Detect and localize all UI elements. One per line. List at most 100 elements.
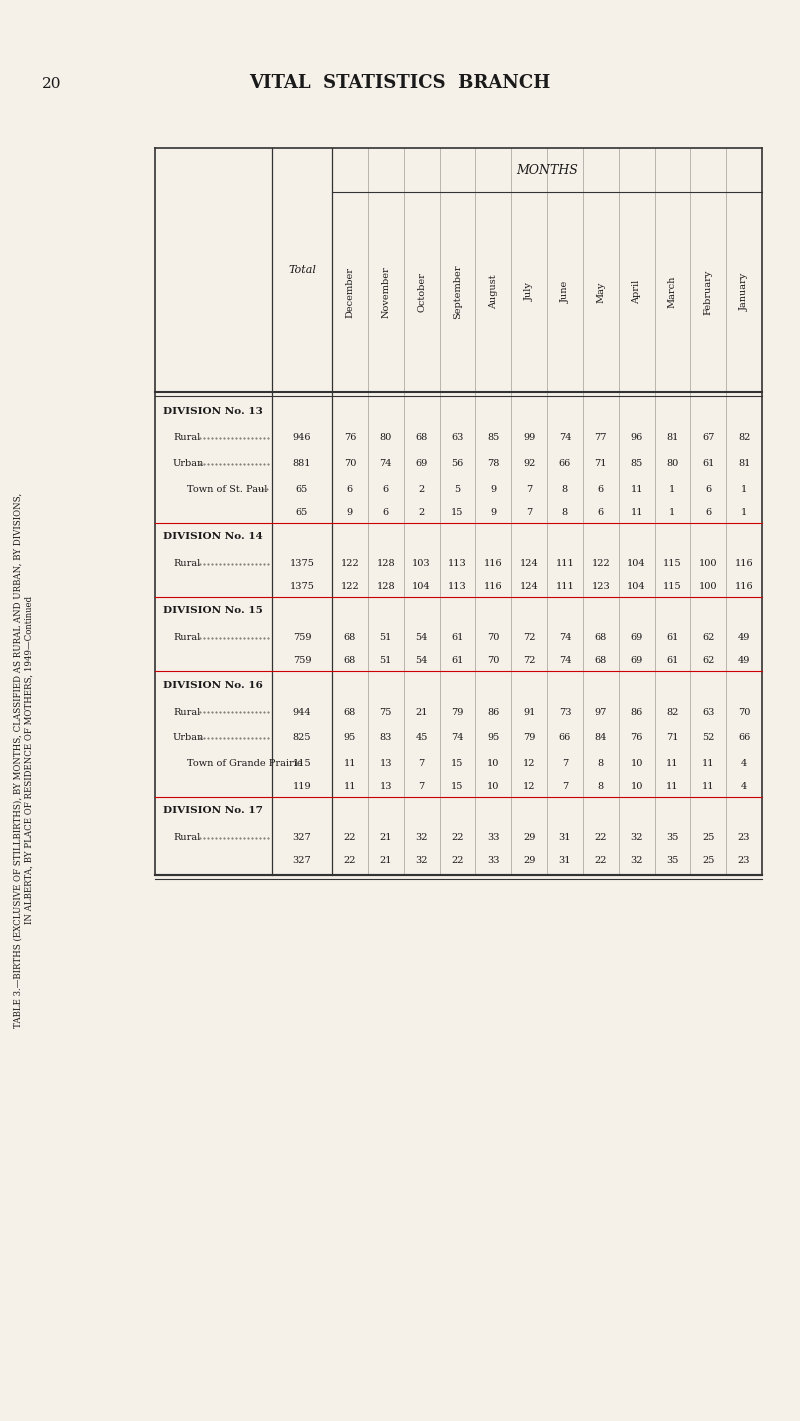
Text: 92: 92 bbox=[523, 459, 535, 468]
Text: 74: 74 bbox=[558, 634, 571, 642]
Text: 104: 104 bbox=[412, 583, 431, 591]
Text: 79: 79 bbox=[451, 708, 464, 716]
Text: 6: 6 bbox=[382, 485, 389, 493]
Text: 85: 85 bbox=[630, 459, 642, 468]
Text: 1375: 1375 bbox=[290, 583, 314, 591]
Text: 61: 61 bbox=[702, 459, 714, 468]
Text: 71: 71 bbox=[666, 733, 678, 742]
Text: 122: 122 bbox=[341, 583, 359, 591]
Text: 51: 51 bbox=[379, 657, 392, 665]
Text: 74: 74 bbox=[379, 459, 392, 468]
Text: 15: 15 bbox=[451, 507, 464, 517]
Text: 119: 119 bbox=[293, 782, 311, 791]
Text: 116: 116 bbox=[484, 558, 502, 568]
Text: 12: 12 bbox=[523, 759, 535, 767]
Text: 99: 99 bbox=[523, 433, 535, 442]
Text: 7: 7 bbox=[562, 782, 568, 791]
Text: 327: 327 bbox=[293, 833, 311, 843]
Text: 35: 35 bbox=[666, 833, 678, 843]
Text: 115: 115 bbox=[663, 583, 682, 591]
Text: 7: 7 bbox=[526, 485, 532, 493]
Text: December: December bbox=[346, 267, 354, 317]
Text: 22: 22 bbox=[594, 833, 607, 843]
Text: Rural: Rural bbox=[173, 558, 200, 568]
Text: Urban: Urban bbox=[173, 459, 204, 468]
Text: 51: 51 bbox=[379, 634, 392, 642]
Text: 66: 66 bbox=[558, 733, 571, 742]
Text: 23: 23 bbox=[738, 833, 750, 843]
Text: 61: 61 bbox=[666, 634, 678, 642]
Text: 69: 69 bbox=[630, 634, 642, 642]
Text: 70: 70 bbox=[344, 459, 356, 468]
Text: 759: 759 bbox=[293, 634, 311, 642]
Text: 4: 4 bbox=[741, 782, 747, 791]
Text: 95: 95 bbox=[344, 733, 356, 742]
Text: 759: 759 bbox=[293, 657, 311, 665]
Text: 8: 8 bbox=[598, 759, 604, 767]
Text: 11: 11 bbox=[630, 485, 643, 493]
Text: 74: 74 bbox=[558, 657, 571, 665]
Text: 20: 20 bbox=[42, 77, 62, 91]
Text: 81: 81 bbox=[738, 459, 750, 468]
Text: 6: 6 bbox=[598, 485, 604, 493]
Text: 10: 10 bbox=[630, 782, 642, 791]
Text: 111: 111 bbox=[555, 558, 574, 568]
Text: 91: 91 bbox=[523, 708, 535, 716]
Text: 1: 1 bbox=[670, 507, 675, 517]
Text: 78: 78 bbox=[487, 459, 499, 468]
Text: 128: 128 bbox=[377, 558, 395, 568]
Text: 122: 122 bbox=[341, 558, 359, 568]
Text: 66: 66 bbox=[558, 459, 571, 468]
Text: 1375: 1375 bbox=[290, 558, 314, 568]
Text: 61: 61 bbox=[451, 634, 464, 642]
Text: 10: 10 bbox=[630, 759, 642, 767]
Text: 96: 96 bbox=[630, 433, 642, 442]
Text: 73: 73 bbox=[558, 708, 571, 716]
Text: 6: 6 bbox=[347, 485, 353, 493]
Text: Town of St. Paul: Town of St. Paul bbox=[187, 485, 267, 493]
Text: 67: 67 bbox=[702, 433, 714, 442]
Text: 54: 54 bbox=[415, 657, 428, 665]
Text: 49: 49 bbox=[738, 634, 750, 642]
Text: 62: 62 bbox=[702, 634, 714, 642]
Text: 5: 5 bbox=[454, 485, 461, 493]
Text: 86: 86 bbox=[630, 708, 642, 716]
Text: 100: 100 bbox=[699, 583, 718, 591]
Text: 72: 72 bbox=[523, 634, 535, 642]
Text: 122: 122 bbox=[591, 558, 610, 568]
Text: 8: 8 bbox=[598, 782, 604, 791]
Text: Rural: Rural bbox=[173, 433, 200, 442]
Text: 8: 8 bbox=[562, 507, 568, 517]
Text: DIVISION No. 13: DIVISION No. 13 bbox=[163, 406, 262, 415]
Text: 13: 13 bbox=[379, 759, 392, 767]
Text: 25: 25 bbox=[702, 833, 714, 843]
Text: 11: 11 bbox=[702, 759, 714, 767]
Text: 104: 104 bbox=[627, 558, 646, 568]
Text: 63: 63 bbox=[451, 433, 464, 442]
Text: 116: 116 bbox=[734, 558, 754, 568]
Text: 65: 65 bbox=[296, 507, 308, 517]
Text: 70: 70 bbox=[487, 657, 499, 665]
Text: 327: 327 bbox=[293, 857, 311, 865]
Text: 77: 77 bbox=[594, 433, 607, 442]
Text: Town of Grande Prairie: Town of Grande Prairie bbox=[187, 759, 302, 767]
Text: 9: 9 bbox=[490, 507, 496, 517]
Text: 33: 33 bbox=[487, 857, 499, 865]
Text: 128: 128 bbox=[377, 583, 395, 591]
Text: 22: 22 bbox=[344, 833, 356, 843]
Text: 15: 15 bbox=[451, 782, 464, 791]
Text: 76: 76 bbox=[344, 433, 356, 442]
Text: 32: 32 bbox=[630, 833, 643, 843]
Text: 11: 11 bbox=[630, 507, 643, 517]
Text: July: July bbox=[525, 283, 534, 301]
Text: February: February bbox=[704, 270, 713, 314]
Text: September: September bbox=[453, 264, 462, 320]
Text: 29: 29 bbox=[523, 857, 535, 865]
Text: DIVISION No. 17: DIVISION No. 17 bbox=[163, 806, 263, 816]
Text: 4: 4 bbox=[741, 759, 747, 767]
Text: 56: 56 bbox=[451, 459, 463, 468]
Text: 68: 68 bbox=[415, 433, 428, 442]
Text: 1: 1 bbox=[741, 485, 747, 493]
Text: 31: 31 bbox=[558, 857, 571, 865]
Text: 2: 2 bbox=[418, 507, 425, 517]
